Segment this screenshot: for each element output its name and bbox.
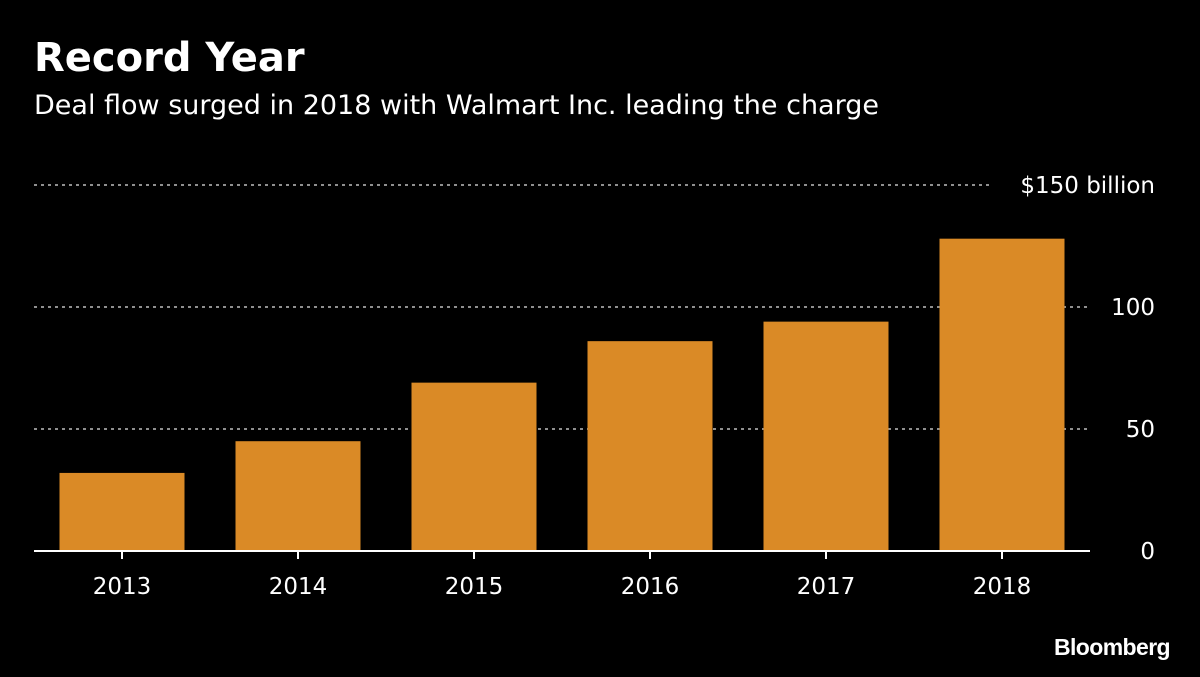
bar-2014 [235, 441, 361, 551]
x-axis [34, 550, 1090, 559]
bars [59, 238, 1065, 551]
y-tick-label-150: $150 billion [1020, 173, 1155, 199]
y-tick-label-50: 50 [1126, 417, 1155, 443]
chart-subtitle: Deal flow surged in 2018 with Walmart In… [34, 90, 879, 121]
gridlines [34, 184, 1090, 430]
y-axis-tick-labels: 0 50 100 $150 billion [1020, 173, 1155, 565]
x-tick-label-2013: 2013 [93, 574, 152, 600]
bar-2018 [939, 238, 1065, 551]
x-tick-label-2016: 2016 [621, 574, 680, 600]
chart-title: Record Year [34, 35, 305, 81]
bar-2015 [411, 382, 537, 551]
bloomberg-logo: Bloomberg [1054, 634, 1171, 660]
x-tick-label-2015: 2015 [445, 574, 504, 600]
x-tick-label-2018: 2018 [973, 574, 1032, 600]
x-tick-label-2017: 2017 [797, 574, 856, 600]
y-tick-label-0: 0 [1140, 539, 1155, 565]
bar-2013 [59, 472, 185, 551]
x-axis-tick-labels: 2013 2014 2015 2016 2017 2018 [93, 574, 1032, 600]
bar-2016 [587, 341, 713, 551]
bar-2017 [763, 321, 889, 551]
x-tick-label-2014: 2014 [269, 574, 328, 600]
y-tick-label-100: 100 [1111, 295, 1155, 321]
